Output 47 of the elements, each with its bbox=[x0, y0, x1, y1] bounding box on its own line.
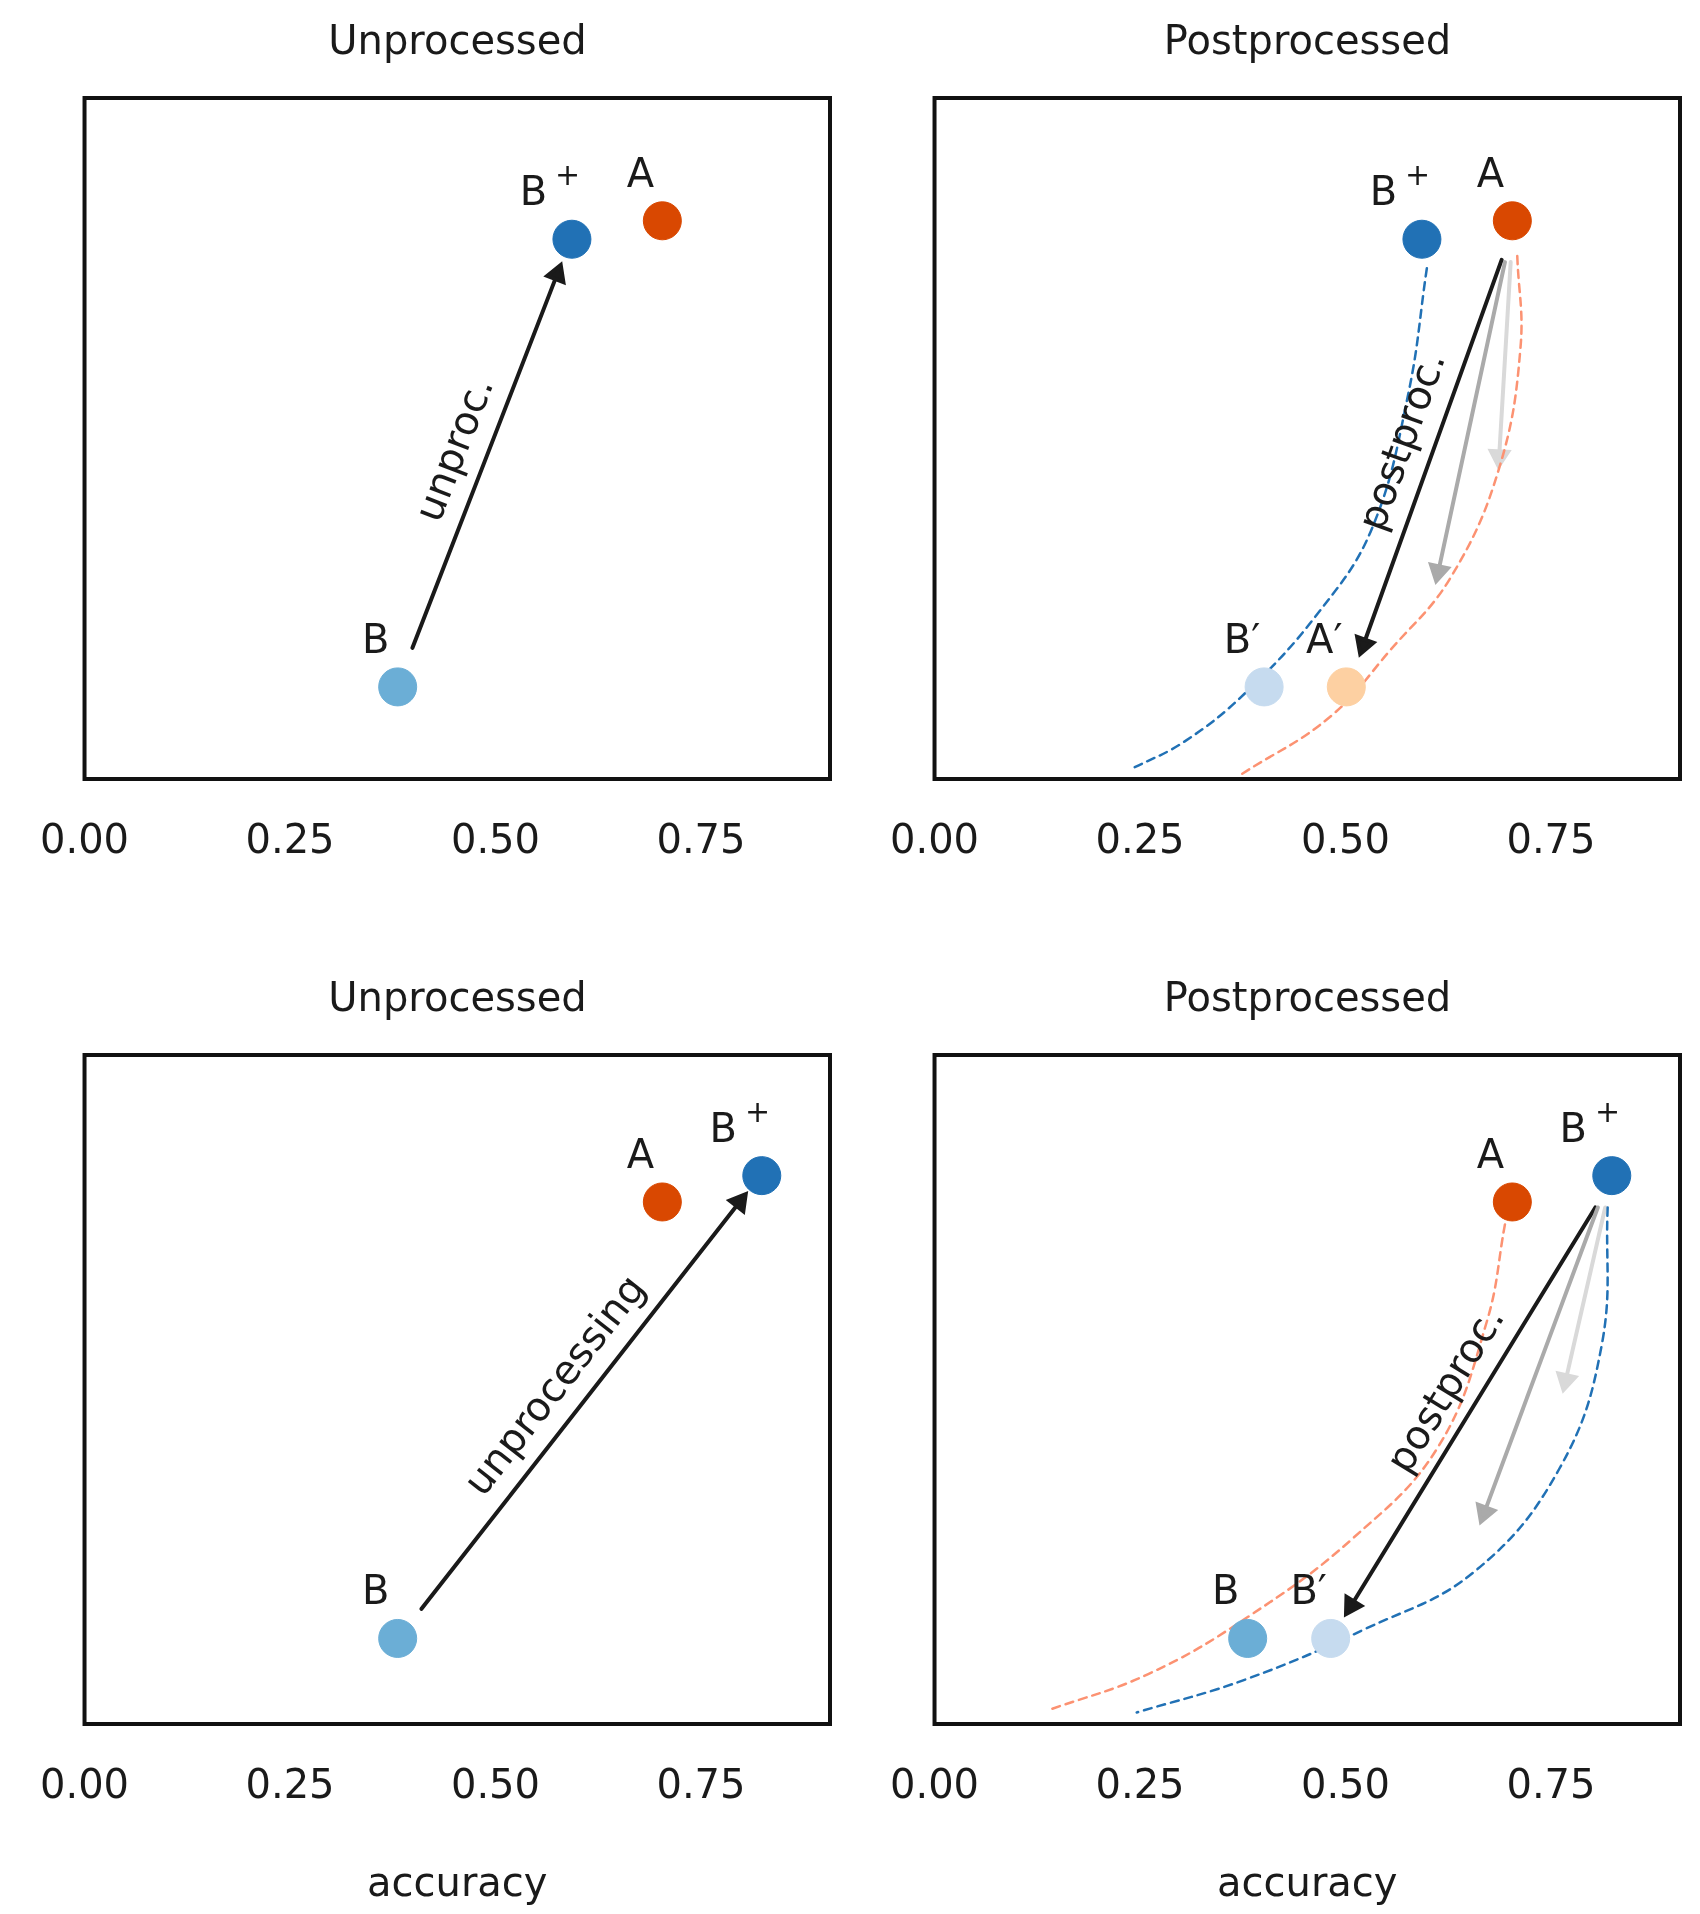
x-tick-label: 0.75 bbox=[1506, 816, 1596, 863]
point bbox=[1326, 667, 1366, 707]
series-label: B+ bbox=[709, 1093, 771, 1151]
series-label: A bbox=[626, 149, 655, 196]
x-tick-label: 0.25 bbox=[1095, 1761, 1185, 1808]
series-label: B bbox=[361, 615, 390, 662]
chart-title: Unprocessed bbox=[328, 17, 587, 64]
x-tick-label: 0.75 bbox=[656, 816, 746, 863]
x-tick-label: 0.75 bbox=[1506, 1761, 1596, 1808]
point bbox=[1492, 1182, 1532, 1222]
chart-title: Postprocessed bbox=[1163, 974, 1452, 1021]
point bbox=[552, 219, 592, 259]
chart-title: Postprocessed bbox=[1163, 17, 1452, 64]
series-label: B+ bbox=[1369, 157, 1431, 215]
x-tick-label: 0.50 bbox=[450, 1761, 541, 1808]
x-tick-label: 0.25 bbox=[245, 1761, 335, 1808]
series-label: B+ bbox=[519, 157, 581, 215]
point bbox=[1244, 667, 1284, 707]
series-label: A′ bbox=[1306, 615, 1343, 662]
x-tick-label: 0.00 bbox=[40, 816, 130, 863]
point bbox=[1592, 1156, 1632, 1196]
series-label: A bbox=[1476, 149, 1505, 196]
series-label: B′ bbox=[1290, 1567, 1327, 1614]
series-label: B bbox=[1211, 1567, 1240, 1614]
point bbox=[1402, 219, 1442, 259]
x-tick-label: 0.50 bbox=[1300, 816, 1391, 863]
x-tick-label: 0.50 bbox=[1300, 1761, 1391, 1808]
series-label: A bbox=[1476, 1130, 1505, 1177]
x-axis-title: accuracy bbox=[1217, 1859, 1398, 1906]
x-tick-label: 0.50 bbox=[450, 816, 541, 863]
series-label: B+ bbox=[1559, 1093, 1621, 1151]
point bbox=[1228, 1618, 1268, 1658]
series-label: B bbox=[361, 1567, 390, 1614]
point bbox=[642, 201, 682, 241]
x-tick-label: 0.25 bbox=[1095, 816, 1185, 863]
x-axis-title: accuracy bbox=[367, 1859, 548, 1906]
x-tick-label: 0.00 bbox=[890, 1761, 980, 1808]
point bbox=[378, 667, 418, 707]
x-tick-label: 0.00 bbox=[40, 1761, 130, 1808]
x-tick-label: 0.25 bbox=[245, 816, 335, 863]
chart-title: Unprocessed bbox=[328, 974, 587, 1021]
series-label: B′ bbox=[1223, 615, 1261, 662]
x-tick-label: 0.00 bbox=[890, 816, 980, 863]
x-tick-label: 0.75 bbox=[656, 1761, 746, 1808]
point bbox=[1492, 201, 1532, 241]
series-label: A bbox=[626, 1130, 655, 1177]
point bbox=[1311, 1618, 1351, 1658]
